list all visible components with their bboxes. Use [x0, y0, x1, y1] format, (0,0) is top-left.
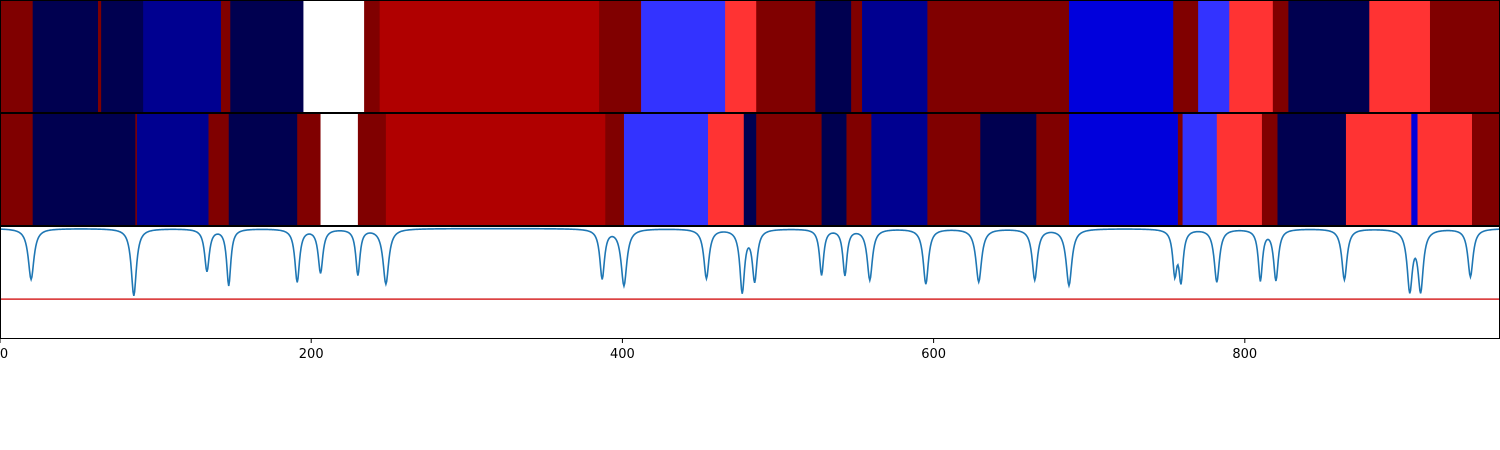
bottom-heatmap-segment — [385, 114, 606, 226]
top-heatmap-segment — [815, 1, 852, 113]
bottom-heatmap-segment — [1177, 114, 1183, 226]
heatmap-top — [0, 1, 1500, 113]
bottom-heatmap-segment — [0, 114, 34, 226]
x-tick-label: 600 — [921, 347, 946, 362]
bottom-heatmap-segment — [1277, 114, 1347, 226]
line-panel — [0, 227, 1500, 300]
x-tick-label: 0 — [0, 347, 8, 362]
bottom-heatmap-segment — [1411, 114, 1418, 226]
top-heatmap-segment — [143, 1, 222, 113]
bottom-heatmap-segment — [1068, 114, 1179, 226]
bottom-heatmap-segment — [1182, 114, 1218, 226]
bottom-heatmap-segment — [357, 114, 387, 226]
series-line — [0, 227, 1500, 296]
top-heatmap-segment — [101, 1, 144, 113]
x-axis: 0 200 400 600 800 — [0, 338, 1257, 362]
top-heatmap-segment — [725, 1, 757, 113]
bottom-heatmap-segment — [320, 114, 359, 226]
top-heatmap-segment — [599, 1, 642, 113]
bottom-heatmap-segment — [1345, 114, 1412, 226]
top-heatmap-segment — [0, 1, 34, 113]
top-heatmap-segment — [220, 1, 231, 113]
bottom-heatmap-segment — [756, 114, 822, 226]
top-heatmap-segment — [98, 1, 102, 113]
x-tick-label: 800 — [1232, 347, 1257, 362]
top-heatmap-segment — [379, 1, 600, 113]
top-heatmap-segment — [851, 1, 863, 113]
heatmap-bottom — [0, 114, 1500, 226]
bottom-heatmap-segment — [32, 114, 136, 226]
top-heatmap-segment — [32, 1, 99, 113]
bottom-heatmap-segment — [707, 114, 745, 226]
top-heatmap-segment — [230, 1, 304, 113]
bottom-heatmap-segment — [623, 114, 709, 226]
bottom-heatmap-segment — [208, 114, 230, 226]
line-panel-frame — [0, 226, 1500, 339]
top-heatmap-segment — [1173, 1, 1199, 113]
bottom-heatmap-segment — [297, 114, 321, 226]
top-heatmap-segment — [927, 1, 1070, 113]
bottom-heatmap-segment — [1216, 114, 1263, 226]
bottom-heatmap-segment — [927, 114, 981, 226]
top-heatmap-segment — [862, 1, 928, 113]
bottom-heatmap-segment — [1471, 114, 1500, 226]
bottom-heatmap-segment — [228, 114, 298, 226]
top-heatmap-segment — [1229, 1, 1274, 113]
top-heatmap-segment — [1198, 1, 1230, 113]
top-heatmap-segment — [303, 1, 365, 113]
bottom-heatmap-segment — [846, 114, 872, 226]
top-heatmap-segment — [1369, 1, 1431, 113]
top-heatmap-segment — [1288, 1, 1370, 113]
bottom-heatmap-segment — [743, 114, 757, 226]
bottom-heatmap-segment — [1036, 114, 1070, 226]
bottom-heatmap-segment — [980, 114, 1037, 226]
top-heatmap-segment — [1068, 1, 1174, 113]
top-heatmap-segment — [364, 1, 381, 113]
x-tick-label: 200 — [299, 347, 324, 362]
bottom-heatmap-segment — [821, 114, 847, 226]
bottom-heatmap-segment — [135, 114, 138, 226]
top-heatmap-segment — [1272, 1, 1289, 113]
bottom-heatmap-segment — [1261, 114, 1278, 226]
top-heatmap-segment — [1429, 1, 1500, 113]
top-heatmap-segment — [756, 1, 816, 113]
bottom-heatmap-segment — [136, 114, 209, 226]
bottom-heatmap-segment — [605, 114, 625, 226]
bottom-heatmap-segment — [871, 114, 928, 226]
x-tick-label: 400 — [610, 347, 635, 362]
bottom-heatmap-segment — [1417, 114, 1473, 226]
top-heatmap-segment — [641, 1, 726, 113]
